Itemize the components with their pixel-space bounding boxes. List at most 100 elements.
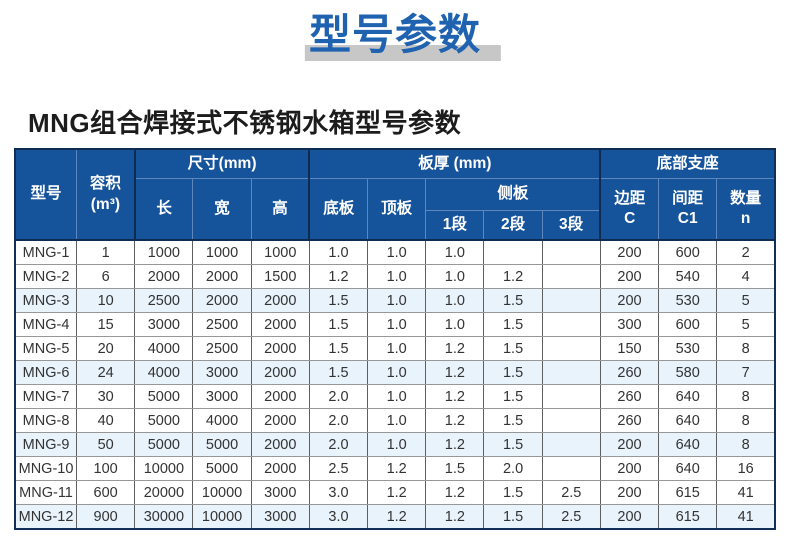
- cell: 615: [658, 504, 718, 530]
- header-row-segments: 1段 2段 3段: [15, 210, 775, 241]
- cell: 41: [716, 480, 776, 505]
- cell: 8: [716, 432, 776, 457]
- table-row: MNG-8 40 5000 4000 2000 2.0 1.0 1.2 1.5 260 640 8: [14, 408, 776, 433]
- cell: 640: [658, 432, 718, 457]
- cell: 3.0: [308, 480, 369, 505]
- cell: 2000: [250, 456, 310, 481]
- cell: 1.2: [308, 264, 369, 289]
- cell: 10000: [192, 480, 252, 505]
- cell: 4000: [192, 408, 252, 433]
- cell: 2500: [192, 336, 252, 361]
- cell: 2000: [250, 288, 310, 313]
- cell: 5: [716, 288, 776, 313]
- cell: 100: [76, 456, 136, 481]
- cell: 1000: [134, 239, 194, 265]
- cell: 1.0: [425, 288, 485, 313]
- cell: 1.5: [483, 360, 543, 385]
- cell: MNG-12: [14, 504, 78, 530]
- cell: 1000: [250, 239, 310, 265]
- header-row-groups: 型号 容积 (m³) 尺寸(mm) 板厚 (mm) 底部支座: [14, 148, 776, 241]
- cell: 260: [599, 384, 660, 409]
- cell: 2000: [250, 384, 310, 409]
- cell: 2.0: [308, 384, 369, 409]
- cell: 4: [716, 264, 776, 289]
- table-row: MNG-2 6 2000 2000 1500 1.2 1.0 1.0 1.2 200 540 4: [14, 264, 776, 289]
- header-width: 宽: [192, 178, 252, 241]
- cell: 10000: [192, 504, 252, 530]
- cell: 15: [76, 312, 136, 337]
- cell: 200: [599, 480, 660, 505]
- header-seg3: 3段: [541, 210, 601, 241]
- cell: 2000: [250, 336, 310, 361]
- cell: 1.2: [425, 336, 485, 361]
- cell: 300: [599, 312, 660, 337]
- cell: 40: [76, 408, 136, 433]
- cell: 2000: [192, 288, 252, 313]
- table-body: MNG-1 1 1000 1000 1000 1.0 1.0 1.0 200 600 2 MNG-2 6…: [14, 239, 776, 530]
- table-row: MNG-9 50 5000 5000 2000 2.0 1.0 1.2 1.5 200 640 8: [14, 432, 776, 457]
- cell: 4000: [134, 360, 194, 385]
- cell: 1.5: [308, 336, 369, 361]
- cell: 5000: [134, 384, 194, 409]
- cell: 1.0: [367, 264, 427, 289]
- cell: 1.2: [483, 264, 543, 289]
- cell: 1.0: [367, 360, 427, 385]
- cell: 30: [76, 384, 136, 409]
- table-header: 型号 容积 (m³) 尺寸(mm) 板厚 (mm) 底部支座 长 宽 高 底板 …: [14, 148, 776, 241]
- cell: 1.0: [367, 288, 427, 313]
- cell: 580: [658, 360, 718, 385]
- cell: 2: [716, 239, 776, 265]
- cell: 1.0: [425, 239, 485, 265]
- cell: 2000: [250, 360, 310, 385]
- header-volume: 容积 (m³): [76, 148, 136, 241]
- cell: 2.0: [483, 456, 543, 481]
- cell: [541, 336, 601, 361]
- cell: 200: [599, 264, 660, 289]
- cell: MNG-1: [14, 239, 78, 265]
- cell: 3000: [250, 504, 310, 530]
- header-row-sub: 长 宽 高 底板 顶板 侧板 边距 C 间距 C1 数量 n: [15, 178, 776, 241]
- cell: [541, 360, 601, 385]
- cell: 1.2: [425, 432, 485, 457]
- cell: 600: [76, 480, 136, 505]
- cell: 200: [599, 239, 660, 265]
- cell: 1500: [250, 264, 310, 289]
- cell: 200: [599, 504, 660, 530]
- cell: 5000: [192, 456, 252, 481]
- section-heading: MNG组合焊接式不锈钢水箱型号参数: [28, 108, 462, 138]
- spec-table: 型号 容积 (m³) 尺寸(mm) 板厚 (mm) 底部支座 长 宽 高 底板 …: [14, 148, 776, 530]
- cell: [541, 264, 601, 289]
- header-side-plate-group: 侧板: [425, 178, 601, 211]
- cell: 1.5: [483, 312, 543, 337]
- cell: 1.2: [425, 360, 485, 385]
- cell: [541, 288, 601, 313]
- cell: 1000: [192, 239, 252, 265]
- cell: MNG-4: [14, 312, 78, 337]
- header-edge-c: 边距 C: [599, 178, 660, 241]
- cell: 1.2: [425, 408, 485, 433]
- header-support-group: 底部支座: [599, 148, 776, 179]
- page-title: 型号参数: [308, 11, 481, 58]
- table-row: MNG-12 900 30000 10000 3000 3.0 1.2 1.2 1.5 2.5 20…: [14, 504, 776, 530]
- cell: 1.2: [425, 504, 485, 530]
- cell: 1.5: [483, 432, 543, 457]
- cell: 2000: [192, 264, 252, 289]
- cell: 1.0: [425, 264, 485, 289]
- cell: 540: [658, 264, 718, 289]
- cell: 1.0: [367, 336, 427, 361]
- cell: 24: [76, 360, 136, 385]
- cell: 600: [658, 312, 718, 337]
- table-row: MNG-10 100 10000 5000 2000 2.5 1.2 1.5 2.0 200 640…: [14, 456, 776, 481]
- cell: 2.0: [308, 432, 369, 457]
- cell: 2.5: [541, 480, 601, 505]
- cell: MNG-11: [14, 480, 78, 505]
- table-row: MNG-6 24 4000 3000 2000 1.5 1.0 1.2 1.5 260 580 7: [14, 360, 776, 385]
- cell: 1.2: [367, 504, 427, 530]
- cell: 10: [76, 288, 136, 313]
- cell: 1.0: [367, 239, 427, 265]
- cell: 1.5: [483, 384, 543, 409]
- cell: 600: [658, 239, 718, 265]
- cell: 200: [599, 288, 660, 313]
- cell: 260: [599, 360, 660, 385]
